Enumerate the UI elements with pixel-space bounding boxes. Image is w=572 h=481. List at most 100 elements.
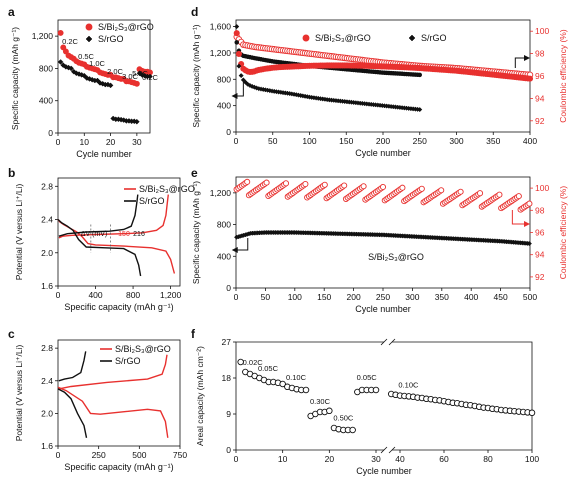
y-tick-label: 800 <box>217 74 231 84</box>
y-tick-label: 0 <box>226 127 231 137</box>
x-tick-label: 50 <box>268 136 278 146</box>
efficiency-point <box>379 183 387 191</box>
y2-tick-label: 100 <box>535 26 549 36</box>
y-tick-label: 1.6 <box>41 441 53 451</box>
y2-tick-label: 94 <box>535 250 545 260</box>
data-point <box>528 409 536 417</box>
axis-break-mark <box>388 338 396 346</box>
y-axis-label: Specific capacity (mAh g⁻¹) <box>10 27 20 130</box>
rate-label: 0.05C <box>258 364 279 373</box>
x-tick-label: 250 <box>413 136 427 146</box>
panel-letter: e <box>191 166 198 180</box>
efficiency-point <box>457 188 464 195</box>
efficiency-point <box>244 178 251 185</box>
x-axis-label: Cycle number <box>355 304 411 314</box>
efficiency-point <box>234 40 239 45</box>
axis-arrow-right-head <box>524 221 530 227</box>
data-point <box>57 59 64 65</box>
y-axis-label: Potential (V versus Li⁺/Li) <box>14 345 24 442</box>
panel-f: f 0 10 20 30 40 60 80 100 0 9 18 27 Cycle number Areal… <box>191 327 539 476</box>
efficiency-point <box>321 181 328 188</box>
y2-axis-label: Coulombic efficiency (%) <box>558 29 568 123</box>
data-point <box>62 48 69 55</box>
capacity-point <box>526 240 532 247</box>
x-tick-label: 10 <box>278 454 288 464</box>
legend-entry-bi2s3: S/Bi₂S₃@rGO <box>115 344 171 354</box>
y-tick-label: 0 <box>226 445 231 455</box>
legend-entry-srgo: S/rGO <box>139 196 165 206</box>
x-tick-label: 300 <box>405 292 419 302</box>
discharge-curve <box>57 386 169 438</box>
axis-arrow-right-head <box>524 55 530 61</box>
y2-tick-label: 92 <box>535 272 545 282</box>
data-point <box>372 386 380 394</box>
y-tick-label: 2.0 <box>41 248 53 258</box>
axis-arrow-left-head <box>231 247 238 253</box>
capacity-point <box>417 107 423 113</box>
legend-entry-srgo: S/rGO <box>115 356 141 366</box>
panel-e: e 0 50 100 150 200 250 300 350 400 450 500 0 400 800 1,… <box>191 166 568 314</box>
axis-arrow-left <box>235 82 244 97</box>
x-axis-label: Specific capacity (mAh g⁻¹) <box>64 462 173 472</box>
efficiency-point <box>417 72 423 78</box>
charge-curve <box>58 351 87 382</box>
y2-tick-label: 92 <box>535 116 545 126</box>
y-tick-label: 1,200 <box>32 31 54 41</box>
panel-b: b 0 400 800 1,200 1.6 2.0 2.4 2.8 Specific capaci… <box>8 166 195 312</box>
y2-tick-label: 98 <box>535 49 545 59</box>
efficiency-point <box>515 193 522 200</box>
rate-label: 0.30C <box>310 397 331 406</box>
plot-frame <box>57 339 181 447</box>
x-tick-label: 450 <box>494 292 508 302</box>
x-tick-label: 150 <box>317 292 331 302</box>
data-point <box>302 386 310 394</box>
x-tick-label: 80 <box>483 454 493 464</box>
x-tick-label: 0 <box>56 137 61 147</box>
x-tick-label: 1,200 <box>160 290 182 300</box>
y-tick-label: 2.8 <box>41 181 53 191</box>
axis-break-mark <box>380 446 388 454</box>
rate-label: 0.50C <box>333 413 354 422</box>
y-tick-label: 2.4 <box>41 376 53 386</box>
rate-label: 0.02C <box>243 358 264 367</box>
rate-label: 0.5C <box>78 52 94 61</box>
x-tick-label: 0 <box>56 450 61 460</box>
y-tick-label: 0 <box>48 128 53 138</box>
x-tick-label: 150 <box>339 136 353 146</box>
x-axis-label: Cycle number <box>356 466 412 476</box>
y-tick-label: 2.0 <box>41 408 53 418</box>
data-point <box>133 80 140 87</box>
y2-tick-label: 96 <box>535 228 545 238</box>
discharge-curve <box>57 388 88 438</box>
x-tick-label: 30 <box>132 137 142 147</box>
x-tick-label: 100 <box>288 292 302 302</box>
charge-curve <box>58 194 139 237</box>
y2-tick-label: 94 <box>535 93 545 103</box>
data-point <box>349 426 356 434</box>
x-tick-label: 400 <box>523 136 537 146</box>
x-tick-label: 500 <box>523 292 537 302</box>
panel-d: d 0 50 100 150 200 250 300 350 400 0 400 800 1,200 1,6… <box>191 5 568 158</box>
y-axis-label: Areal capacity (mAh cm⁻²) <box>195 346 205 446</box>
y2-tick-label: 98 <box>535 205 545 215</box>
efficiency-point <box>263 179 270 186</box>
capacity-point <box>526 75 534 82</box>
x-tick-label: 20 <box>106 137 116 147</box>
panel-letter: c <box>8 327 15 341</box>
legend-entry-bi2s3: S/Bi₂S₃@rGO <box>315 33 371 43</box>
plot-frame <box>57 177 181 287</box>
legend-entry-bi2s3-swatch <box>85 23 93 31</box>
data-point <box>326 407 333 415</box>
y-axis-label: Specific capacity (mAh g⁻¹) <box>191 24 201 127</box>
data-point <box>279 380 286 388</box>
rate-label: 0.05C <box>357 373 378 382</box>
efficiency-point <box>438 187 445 194</box>
efficiency-point <box>399 184 406 191</box>
y-tick-label: 9 <box>226 409 231 419</box>
capacity-point <box>234 24 240 30</box>
y-tick-label: 18 <box>222 373 232 383</box>
y-tick-label: 400 <box>217 251 231 261</box>
x-tick-label: 400 <box>464 292 478 302</box>
data-point <box>107 82 114 89</box>
